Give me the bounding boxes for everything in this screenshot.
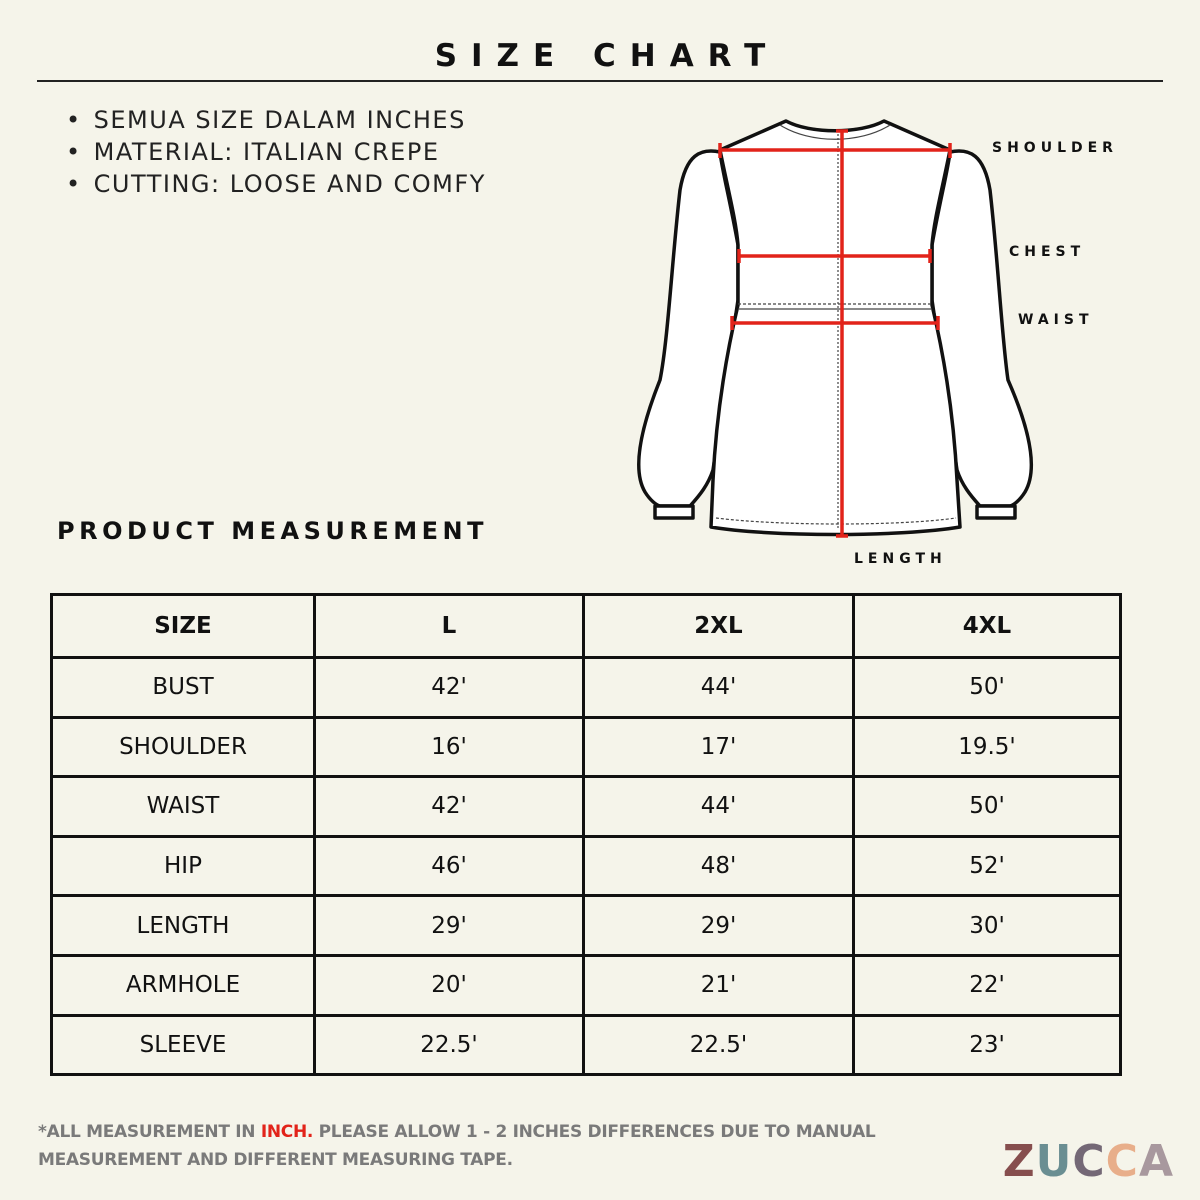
table-cell: 50' xyxy=(852,656,1122,719)
note-item: CUTTING: LOOSE AND COMFY xyxy=(66,168,486,200)
header-cell: L xyxy=(313,593,585,659)
table-cell: WAIST xyxy=(50,775,316,838)
table-cell: 21' xyxy=(582,953,855,1017)
table-cell: 17' xyxy=(582,715,855,779)
table-cell: 42' xyxy=(313,775,585,838)
table-header: SIZE L 2XL 4XL xyxy=(50,593,1122,659)
table-cell: SLEEVE xyxy=(50,1013,316,1077)
waist-label: WAIST xyxy=(1018,312,1094,328)
size-table: SIZE L 2XL 4XL BUST 42' 44' 50' SHOULDER 16' 1… xyxy=(50,593,1122,1077)
section-title: PRODUCT MEASUREMENT xyxy=(57,517,488,545)
table-cell: 22.5' xyxy=(582,1013,855,1077)
table-cell: 42' xyxy=(313,656,585,719)
chest-label: CHEST xyxy=(1009,244,1086,260)
table-row: LENGTH 29' 29' 30' xyxy=(50,894,1122,957)
table-cell: 48' xyxy=(582,834,855,898)
table-cell: 52' xyxy=(852,834,1122,898)
table-cell: 30' xyxy=(852,894,1122,957)
logo-letter: A xyxy=(1138,1136,1174,1187)
length-label: LENGTH xyxy=(854,551,947,567)
notes-list: SEMUA SIZE DALAM INCHES MATERIAL: ITALIA… xyxy=(66,104,486,200)
table-cell: BUST xyxy=(50,656,316,719)
note-item: MATERIAL: ITALIAN CREPE xyxy=(66,136,486,168)
measurement-lines xyxy=(718,129,952,538)
table-cell: 16' xyxy=(313,715,585,779)
table-cell: 20' xyxy=(313,953,585,1017)
table-cell: 19.5' xyxy=(852,715,1122,779)
right-cuff xyxy=(975,504,1017,520)
left-cuff xyxy=(653,504,695,520)
table-cell: 44' xyxy=(582,656,855,719)
table-cell: 23' xyxy=(852,1013,1122,1077)
table-cell: LENGTH xyxy=(50,894,316,957)
table-cell: 44' xyxy=(582,775,855,838)
table-cell: 22' xyxy=(852,953,1122,1017)
divider xyxy=(37,80,1163,82)
table-row: SLEEVE 22.5' 22.5' 23' xyxy=(50,1013,1122,1077)
table-cell: 50' xyxy=(852,775,1122,838)
inch-highlight: INCH. xyxy=(260,1122,314,1142)
garment-diagram xyxy=(636,119,1033,538)
logo-letter: U xyxy=(1035,1136,1073,1187)
logo-letter: C xyxy=(1072,1136,1106,1187)
table-cell: 22.5' xyxy=(313,1013,585,1077)
shoulder-label: SHOULDER xyxy=(992,140,1118,156)
note-item: SEMUA SIZE DALAM INCHES xyxy=(66,104,486,136)
logo-letter: C xyxy=(1105,1136,1139,1187)
table-row: SHOULDER 16' 17' 19.5' xyxy=(50,715,1122,779)
table-cell: 29' xyxy=(313,894,585,957)
footer-note: *ALL MEASUREMENT IN INCH. PLEASE ALLOW 1… xyxy=(38,1122,876,1170)
table-row: BUST 42' 44' 50' xyxy=(50,656,1122,719)
header-cell: SIZE xyxy=(50,593,316,659)
header-cell: 2XL xyxy=(582,593,855,659)
header-cell: 4XL xyxy=(852,593,1122,659)
table-cell: ARMHOLE xyxy=(50,953,316,1017)
table-cell: 29' xyxy=(582,894,855,957)
logo-letter: Z xyxy=(1002,1136,1036,1187)
table-cell: SHOULDER xyxy=(50,715,316,779)
body xyxy=(709,119,962,537)
table-cell: 46' xyxy=(313,834,585,898)
brand-logo: ZUCCA xyxy=(1003,1136,1174,1187)
table-row: ARMHOLE 20' 21' 22' xyxy=(50,953,1122,1017)
table-row: HIP 46' 48' 52' xyxy=(50,834,1122,898)
table-row: WAIST 42' 44' 50' xyxy=(50,775,1122,838)
table-cell: HIP xyxy=(50,834,316,898)
page-title: SIZE CHART xyxy=(434,38,780,74)
